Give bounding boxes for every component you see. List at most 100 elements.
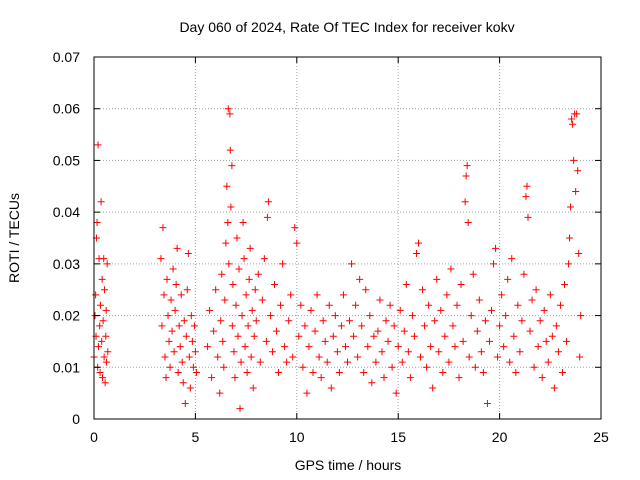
roti-point xyxy=(247,353,255,361)
roti-point xyxy=(99,317,107,325)
roti-point xyxy=(165,337,173,345)
roti-point xyxy=(181,399,189,407)
roti-point xyxy=(275,368,283,376)
roti-point xyxy=(291,224,299,232)
roti-point xyxy=(366,312,374,320)
roti-point xyxy=(473,327,481,335)
roti-point xyxy=(287,291,295,299)
roti-point xyxy=(487,306,495,314)
roti-point xyxy=(552,322,560,330)
roti-point xyxy=(242,291,250,299)
roti-point xyxy=(540,306,548,314)
roti-point xyxy=(285,317,293,325)
roti-point xyxy=(239,218,247,226)
y-tick-label: 0.06 xyxy=(53,101,80,117)
roti-point xyxy=(496,322,504,330)
roti-point xyxy=(236,405,244,413)
roti-point xyxy=(417,353,425,361)
roti-point xyxy=(331,312,339,320)
roti-point xyxy=(449,322,457,330)
roti-point xyxy=(348,260,356,268)
roti-point xyxy=(93,218,101,226)
grid-lines xyxy=(94,57,601,419)
roti-point xyxy=(191,348,199,356)
roti-point xyxy=(530,363,538,371)
roti-point xyxy=(356,275,364,283)
roti-point xyxy=(382,317,390,325)
roti-point xyxy=(427,343,435,351)
y-tick-label: 0.05 xyxy=(53,152,80,168)
roti-point xyxy=(297,301,305,309)
roti-point xyxy=(184,250,192,258)
roti-point xyxy=(245,275,253,283)
roti-point xyxy=(550,384,558,392)
roti-point xyxy=(520,270,528,278)
roti-point xyxy=(241,343,249,351)
roti-point xyxy=(230,348,238,356)
roti-point xyxy=(273,327,281,335)
roti-point xyxy=(180,317,188,325)
roti-point xyxy=(560,281,568,289)
roti-point xyxy=(536,317,544,325)
roti-point xyxy=(268,348,276,356)
roti-point xyxy=(435,348,443,356)
roti-point xyxy=(161,353,169,361)
roti-point xyxy=(157,255,165,263)
roti-point xyxy=(445,358,453,366)
roti-point xyxy=(279,260,287,268)
roti-point xyxy=(554,348,562,356)
x-tick-label: 10 xyxy=(289,429,305,445)
roti-point xyxy=(224,218,232,226)
roti-point xyxy=(237,358,245,366)
roti-point xyxy=(567,203,575,211)
roti-point xyxy=(226,146,234,154)
roti-point xyxy=(402,281,410,289)
roti-point xyxy=(574,167,582,175)
roti-point xyxy=(477,348,485,356)
roti-point xyxy=(244,322,252,330)
chart-title: Day 060 of 2024, Rate Of TEC Index for r… xyxy=(179,19,514,35)
roti-point xyxy=(102,332,110,340)
y-axis-title: ROTI / TECUs xyxy=(6,193,22,283)
roti-point xyxy=(220,363,228,371)
roti-point xyxy=(249,384,257,392)
roti-point xyxy=(94,141,102,149)
roti-point xyxy=(461,198,469,206)
roti-point xyxy=(252,317,260,325)
roti-point xyxy=(368,379,376,387)
roti-point xyxy=(475,296,483,304)
roti-point xyxy=(221,296,229,304)
roti-point xyxy=(523,182,531,190)
roti-point xyxy=(563,337,571,345)
roti-point xyxy=(299,363,307,371)
roti-point xyxy=(100,353,108,361)
roti-point xyxy=(223,182,231,190)
roti-point xyxy=(188,337,196,345)
roti-point xyxy=(556,301,564,309)
roti-point xyxy=(534,343,542,351)
roti-point xyxy=(99,374,107,382)
y-tick-label: 0.03 xyxy=(53,256,80,272)
roti-point xyxy=(339,291,347,299)
roti-point xyxy=(189,363,197,371)
roti-point xyxy=(251,286,259,294)
roti-point xyxy=(483,399,491,407)
roti-point xyxy=(414,239,422,247)
roti-point xyxy=(362,286,370,294)
roti-point xyxy=(224,105,232,113)
roti-point xyxy=(206,306,214,314)
roti-point xyxy=(289,353,297,361)
roti-point xyxy=(398,358,406,366)
roti-point xyxy=(231,374,239,382)
roti-point xyxy=(459,337,467,345)
roti-point xyxy=(187,312,195,320)
roti-point xyxy=(350,332,358,340)
roti-point xyxy=(92,291,100,299)
roti-point xyxy=(471,363,479,371)
roti-point xyxy=(210,327,218,335)
roti-point xyxy=(319,317,327,325)
roti-point xyxy=(502,312,510,320)
roti-point xyxy=(192,368,200,376)
roti-point xyxy=(177,291,185,299)
